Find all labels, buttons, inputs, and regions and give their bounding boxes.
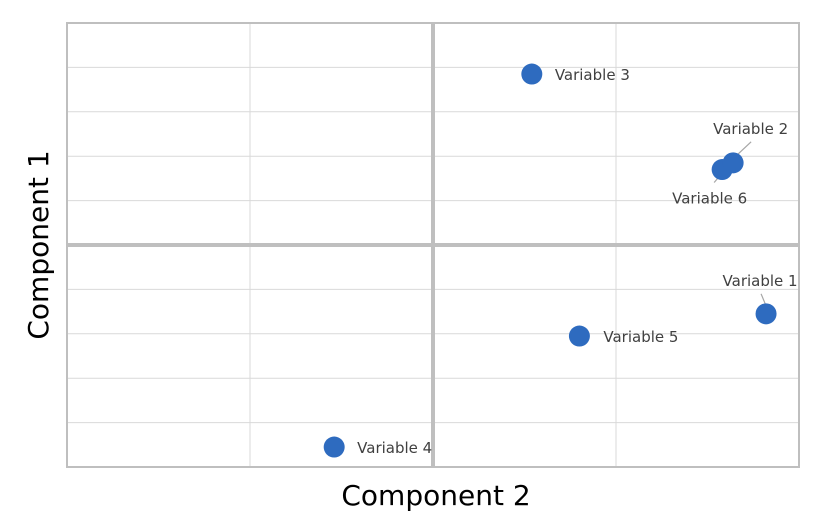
plot-area-frame (66, 22, 800, 468)
label-variable-4: Variable 4 (357, 439, 432, 457)
label-variable-5: Variable 5 (603, 328, 678, 346)
y-axis-title: Component 1 (22, 150, 55, 339)
point-variable-2 (722, 152, 744, 174)
point-variable-5 (568, 325, 590, 347)
label-variable-1: Variable 1 (723, 272, 798, 290)
data-points (323, 63, 777, 458)
x-axis-title: Component 2 (341, 479, 530, 512)
label-variable-2: Variable 2 (713, 120, 788, 138)
point-variable-4 (323, 436, 345, 458)
data-labels: Variable 1 Variable 3 Variable 4 Variable 5… (357, 66, 797, 457)
point-variable-3 (521, 63, 543, 85)
label-variable-3: Variable 3 (555, 66, 630, 84)
point-variable-1 (755, 303, 777, 325)
label-variable-6: Variable 6 (672, 190, 747, 208)
